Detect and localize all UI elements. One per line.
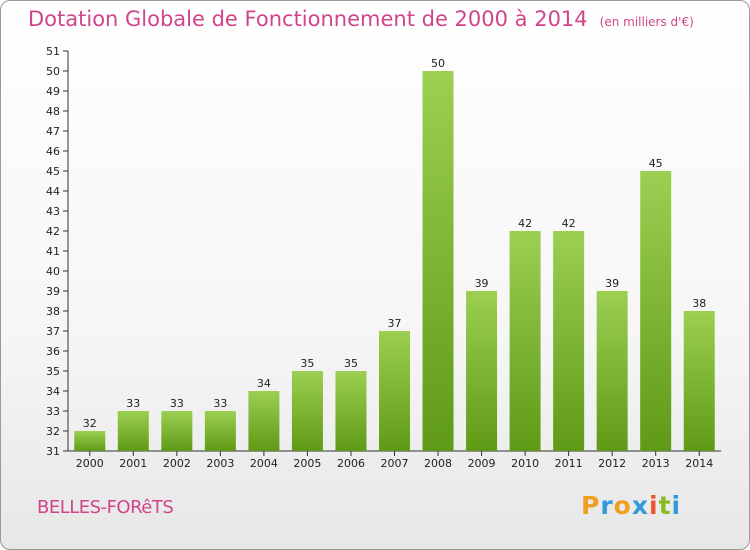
logo-letter: o (613, 491, 632, 520)
bar-value-label: 38 (692, 297, 706, 310)
bar (596, 291, 628, 451)
y-tick-label: 38 (46, 305, 60, 318)
bar (422, 71, 454, 451)
x-tick-label: 2009 (468, 457, 496, 470)
y-tick-label: 51 (46, 45, 60, 58)
y-tick-label: 45 (46, 165, 60, 178)
bar (379, 331, 410, 451)
data-labels: 32 33 33 33 34 35 35 37 50 39 42 42 39 45 38 (83, 57, 706, 430)
bar (248, 391, 280, 451)
y-tick-label: 33 (46, 405, 60, 418)
x-tick-label: 2007 (381, 457, 409, 470)
bar (335, 371, 367, 451)
x-axis: 2000 2001 2002 2003 2004 2005 2006 2007 2008 2009… (68, 450, 721, 470)
y-tick-label: 46 (46, 145, 60, 158)
y-tick-label: 49 (46, 85, 60, 98)
y-tick-label: 39 (46, 285, 60, 298)
y-tick-label: 50 (46, 65, 60, 78)
y-tick-label: 48 (46, 105, 60, 118)
x-tick-label: 2011 (555, 457, 583, 470)
x-tick-label: 2002 (163, 457, 191, 470)
y-tick-label: 41 (46, 245, 60, 258)
y-tick-label: 43 (46, 205, 60, 218)
chart-title: Dotation Globale de Fonctionnement de 20… (28, 7, 694, 31)
bar-value-label: 33 (213, 397, 227, 410)
y-tick-label: 36 (46, 345, 60, 358)
commune-name: BELLES-FORêTS (37, 497, 174, 518)
x-tick-label: 2001 (119, 457, 147, 470)
y-tick-label: 32 (46, 425, 60, 438)
bar-value-label: 39 (475, 277, 489, 290)
bar-value-label: 42 (562, 217, 576, 230)
logo-letter: P (581, 491, 601, 520)
bar (683, 311, 715, 451)
bar-value-label: 33 (170, 397, 184, 410)
x-tick-label: 2014 (685, 457, 713, 470)
bar-value-label: 39 (605, 277, 619, 290)
bar (204, 411, 236, 451)
bar-value-label: 50 (431, 57, 445, 70)
y-tick-label: 35 (46, 365, 60, 378)
bar (74, 431, 106, 451)
bar-value-label: 37 (388, 317, 402, 330)
y-tick-label: 40 (46, 265, 60, 278)
bar (291, 371, 323, 451)
x-tick-label: 2013 (642, 457, 670, 470)
bar-value-label: 35 (300, 357, 314, 370)
chart-subtitle: (en milliers d'€) (599, 15, 694, 29)
bar (466, 291, 498, 451)
y-tick-label: 47 (46, 125, 60, 138)
y-tick-label: 42 (46, 225, 60, 238)
bar (553, 231, 585, 451)
bar-value-label: 34 (257, 377, 271, 390)
y-tick-label: 37 (46, 325, 60, 338)
bar-value-label: 33 (126, 397, 140, 410)
x-tick-label: 2005 (293, 457, 321, 470)
proxiti-logo[interactable]: Proxiti (581, 491, 681, 520)
x-tick-label: 2000 (76, 457, 104, 470)
x-tick-label: 2006 (337, 457, 365, 470)
y-tick-label: 34 (46, 385, 60, 398)
bar-value-label: 45 (649, 157, 663, 170)
x-tick-label: 2003 (206, 457, 234, 470)
logo-letter: i (671, 491, 682, 520)
bars (74, 71, 715, 451)
x-tick-label: 2004 (250, 457, 278, 470)
bar (161, 411, 193, 451)
bar-value-label: 42 (518, 217, 532, 230)
y-axis: 31 32 33 34 35 36 37 38 39 40 41 42 43 44 45 46 47 48 49 50… (46, 45, 69, 458)
bar (117, 411, 149, 451)
x-tick-label: 2008 (424, 457, 452, 470)
x-tick-label: 2012 (598, 457, 626, 470)
chart-title-text: Dotation Globale de Fonctionnement de 20… (28, 7, 588, 31)
bar (640, 171, 672, 451)
y-tick-label: 31 (46, 445, 60, 458)
bar (509, 231, 541, 451)
logo-letter: i (649, 491, 659, 520)
bar-value-label: 35 (344, 357, 358, 370)
logo-letter: x (631, 491, 649, 520)
x-tick-label: 2010 (511, 457, 539, 470)
logo-letter: t (658, 491, 672, 520)
logo-letter: r (600, 491, 614, 520)
y-tick-label: 44 (46, 185, 60, 198)
bar-value-label: 32 (83, 417, 97, 430)
